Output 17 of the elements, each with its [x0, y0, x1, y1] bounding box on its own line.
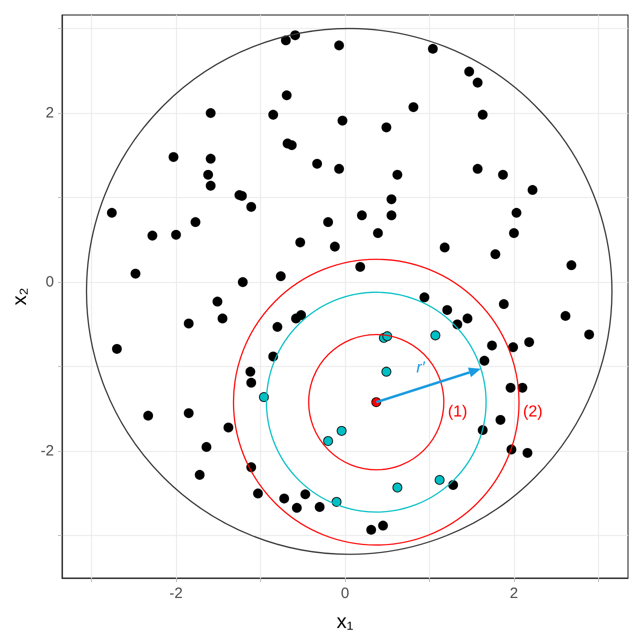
- x-tick-label: 2: [510, 585, 518, 602]
- x-tick-label: -2: [169, 585, 183, 602]
- x-axis-title: x₁: [336, 611, 354, 633]
- point: [430, 330, 440, 340]
- y-axis-title: x₂: [8, 288, 31, 306]
- annotation: (1): [448, 403, 468, 420]
- point: [382, 366, 392, 377]
- point: [434, 475, 445, 485]
- point: [323, 436, 334, 446]
- point: [392, 482, 402, 492]
- y-tick-label: -2: [40, 442, 54, 460]
- y-tick-label: 2: [46, 104, 54, 122]
- y-tick-label: 0: [46, 274, 54, 291]
- point: [336, 426, 347, 436]
- x-tick-label: 0: [340, 585, 350, 602]
- annotation: (2): [523, 403, 543, 420]
- annotation: r′: [416, 360, 426, 377]
